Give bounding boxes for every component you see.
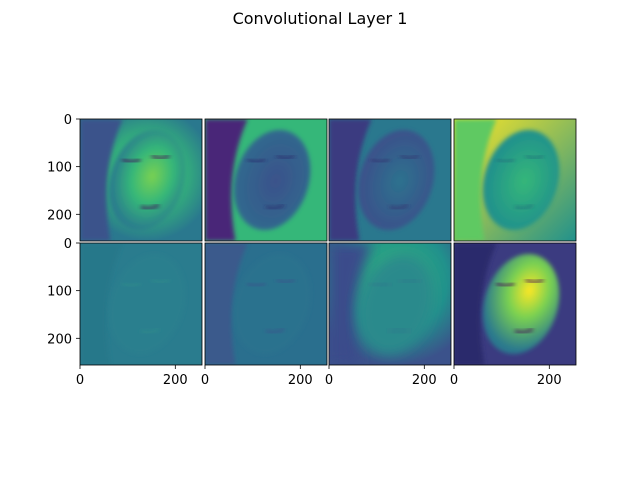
panel-grid bbox=[79, 118, 577, 366]
panel-frame bbox=[328, 242, 452, 366]
feature-map-7 bbox=[328, 242, 452, 366]
left-eye bbox=[495, 158, 515, 163]
x-tick-label: 200 bbox=[288, 373, 313, 388]
face-region bbox=[233, 129, 311, 231]
mouth bbox=[140, 203, 160, 210]
mouth bbox=[140, 327, 160, 334]
y-tick-label: 100 bbox=[47, 285, 72, 300]
face-region bbox=[233, 253, 311, 355]
feature-map-4 bbox=[453, 118, 577, 242]
panel-frame bbox=[79, 118, 203, 242]
x-tick-label: 0 bbox=[325, 373, 333, 388]
mouth bbox=[265, 327, 285, 334]
hair-region bbox=[329, 119, 372, 241]
hair-region bbox=[454, 119, 497, 241]
right-eye bbox=[150, 154, 171, 160]
feature-map-6 bbox=[204, 242, 328, 366]
hair-region bbox=[205, 243, 248, 365]
mouth bbox=[265, 203, 285, 210]
axes-ticks: 0 100 200 0 100 200 0 200 0 200 0 200 0 200 bbox=[47, 113, 562, 388]
x-tick-label: 200 bbox=[163, 373, 188, 388]
x-tick-label: 200 bbox=[537, 373, 562, 388]
panel-frame bbox=[328, 118, 452, 242]
feature-map-1 bbox=[79, 118, 203, 242]
feature-map-5 bbox=[79, 242, 203, 366]
hair-region bbox=[205, 119, 248, 241]
right-eye bbox=[150, 278, 171, 284]
left-eye bbox=[370, 158, 390, 163]
panel-frame bbox=[453, 242, 577, 366]
right-eye bbox=[275, 154, 296, 160]
face-region bbox=[482, 129, 560, 231]
feature-map-8 bbox=[453, 242, 577, 366]
right-eye bbox=[399, 278, 420, 284]
right-eye bbox=[524, 278, 545, 284]
left-eye bbox=[246, 282, 266, 287]
mouth bbox=[514, 327, 534, 334]
left-eye bbox=[495, 282, 515, 287]
mouth bbox=[514, 203, 534, 210]
y-tick-label: 200 bbox=[47, 208, 72, 223]
x-tick-label: 0 bbox=[76, 373, 84, 388]
hair-region bbox=[80, 243, 123, 365]
panel-frame bbox=[453, 118, 577, 242]
y-tick-label: 200 bbox=[47, 332, 72, 347]
y-tick-label: 100 bbox=[47, 161, 72, 176]
right-eye bbox=[275, 278, 296, 284]
face-region bbox=[357, 253, 435, 355]
y-tick-label: 0 bbox=[64, 237, 72, 252]
right-eye bbox=[399, 154, 420, 160]
mouth bbox=[389, 203, 409, 210]
y-tick-label: 0 bbox=[64, 113, 72, 128]
face-region bbox=[357, 129, 435, 231]
mouth bbox=[389, 327, 409, 334]
panel-frame bbox=[204, 118, 328, 242]
hair-region bbox=[329, 243, 372, 365]
x-tick-label: 0 bbox=[201, 373, 209, 388]
face-region bbox=[108, 129, 186, 231]
feature-map-2 bbox=[204, 118, 328, 242]
left-eye bbox=[246, 158, 266, 163]
x-tick-label: 0 bbox=[450, 373, 458, 388]
feature-map-3 bbox=[328, 118, 452, 242]
right-eye bbox=[524, 154, 545, 160]
face-region bbox=[108, 253, 186, 355]
figure-title: Convolutional Layer 1 bbox=[233, 9, 408, 28]
left-eye bbox=[370, 282, 390, 287]
x-tick-label: 200 bbox=[412, 373, 437, 388]
hair-region bbox=[80, 119, 123, 241]
panel-frame bbox=[79, 242, 203, 366]
panel-frame bbox=[204, 242, 328, 366]
hair-region bbox=[454, 243, 497, 365]
face-region bbox=[482, 253, 560, 355]
left-eye bbox=[121, 282, 141, 287]
left-eye bbox=[121, 158, 141, 163]
